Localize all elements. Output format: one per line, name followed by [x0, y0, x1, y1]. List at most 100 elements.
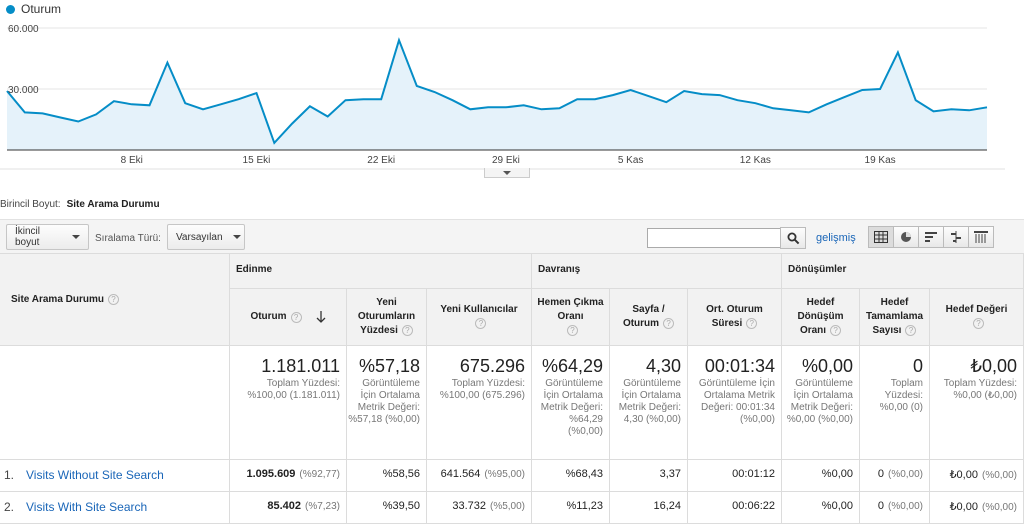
summary-cell: 675.296 Toplam Yüzdesi: %100,00 (675.296) — [427, 346, 532, 460]
help-icon[interactable]: ? — [905, 324, 917, 336]
series-area — [7, 40, 987, 151]
summary-subtext: Görüntüleme İçin Ortalama Metrik Değeri:… — [618, 378, 681, 425]
col-header-new-sessions-pct[interactable]: Yeni Oturumların Yüzdesi? — [347, 289, 427, 346]
cell-value: 00:01:12 — [732, 468, 775, 480]
table-cell: ₺0,00 (%0,00) — [930, 492, 1024, 524]
primary-dimension-value[interactable]: Site Arama Durumu — [66, 199, 160, 210]
table-row: 2. Visits With Site Search — [0, 492, 230, 524]
help-icon[interactable]: ? — [401, 324, 413, 336]
table-cell: 33.732 (%5,00) — [427, 492, 532, 524]
cell-value: 00:06:22 — [732, 500, 775, 512]
col-header-sessions[interactable]: Oturum? — [230, 289, 347, 346]
view-table-button[interactable] — [868, 226, 894, 248]
help-icon[interactable]: ? — [475, 317, 487, 329]
sort-type-dropdown[interactable]: Varsayılan — [167, 224, 245, 250]
help-icon[interactable]: ? — [973, 317, 984, 329]
advanced-filter-link[interactable]: gelişmiş — [816, 232, 856, 244]
help-icon[interactable]: ? — [830, 324, 842, 336]
summary-subtext: Toplam Yüzdesi: %100,00 (1.181.011) — [247, 378, 340, 401]
summary-dimension-cell — [0, 346, 230, 460]
help-icon[interactable]: ? — [290, 311, 302, 323]
table-cell: %68,43 — [532, 460, 610, 492]
comparison-icon — [951, 231, 961, 243]
row-dimension-link[interactable]: Visits Without Site Search — [26, 468, 164, 482]
summary-subtext: Toplam Yüzdesi: %100,00 (675.296) — [439, 378, 525, 401]
search-icon — [787, 232, 799, 244]
x-tick-label: 22 Eki — [367, 155, 395, 166]
summary-subtext: Toplam Yüzdesi: %0,00 (0) — [879, 378, 923, 413]
x-tick-label: 5 Kas — [618, 155, 644, 166]
chart-resize-handle[interactable] — [484, 168, 530, 178]
col-header-goal-conversion-rate[interactable]: Hedef Dönüşüm Oranı? — [782, 289, 860, 346]
legend-label: Oturum — [21, 2, 62, 16]
table-cell: 00:01:12 — [688, 460, 782, 492]
col-header-label: Sayfa / Oturum — [622, 304, 665, 329]
summary-cell: ₺0,00 Toplam Yüzdesi: %0,00 (₺0,00) — [930, 346, 1024, 460]
summary-value: ₺0,00 — [970, 356, 1018, 376]
help-icon[interactable]: ? — [746, 317, 758, 329]
summary-value: %0,00 — [801, 356, 853, 376]
table-cell: 16,24 — [610, 492, 688, 524]
help-icon[interactable]: ? — [567, 324, 578, 336]
cell-value: %0,00 — [821, 468, 853, 480]
col-header-label: Oturum — [250, 311, 287, 322]
summary-subtext: Görüntüleme İçin Ortalama Metrik Değeri:… — [786, 378, 853, 425]
row-dimension-link[interactable]: Visits With Site Search — [26, 500, 148, 514]
help-icon[interactable]: ? — [107, 294, 119, 305]
table-cell: 00:06:22 — [688, 492, 782, 524]
col-header-goal-completions[interactable]: Hedef Tamamlama Sayısı? — [860, 289, 930, 346]
col-header-label: Ort. Oturum Süresi — [706, 304, 763, 329]
cell-percentage: (%0,00) — [887, 501, 923, 512]
row-index: 2. — [4, 500, 15, 514]
cell-value: 1.095.609 — [246, 468, 296, 480]
summary-value: 4,30 — [645, 356, 681, 376]
table-cell: ₺0,00 (%0,00) — [930, 460, 1024, 492]
legend-dot-icon — [6, 4, 15, 14]
summary-subtext: Görüntüleme İçin Ortalama Metrik Değeri:… — [348, 378, 420, 425]
view-comparison-button[interactable] — [943, 226, 969, 248]
cell-value: 641.564 — [440, 468, 481, 480]
sort-arrow-down-icon — [316, 311, 326, 323]
col-header-label: Hemen Çıkma Oranı — [537, 297, 604, 322]
cell-value: %68,43 — [565, 468, 603, 480]
table-search-input[interactable] — [647, 228, 781, 248]
x-tick-label: 12 Kas — [740, 155, 771, 166]
dimension-header[interactable]: Site Arama Durumu? — [0, 253, 230, 346]
cell-percentage: (%5,00) — [489, 501, 525, 512]
table-cell: 3,37 — [610, 460, 688, 492]
summary-cell: %0,00 Görüntüleme İçin Ortalama Metrik De… — [782, 346, 860, 460]
summary-value: 675.296 — [459, 356, 525, 376]
y-tick-label: 60.000 — [8, 24, 39, 35]
view-pie-button[interactable] — [893, 226, 919, 248]
help-icon[interactable]: ? — [663, 317, 675, 329]
session-chart[interactable]: 60.000 30.000 8 Eki 15 Eki 22 Eki 29 Eki 5 Kas… — [0, 0, 1024, 180]
primary-dimension-label: Birincil Boyut: — [0, 199, 61, 210]
sort-type-value: Varsayılan — [176, 231, 223, 243]
col-header-goal-value[interactable]: Hedef Değeri? — [930, 289, 1024, 346]
grid-table-icon — [874, 231, 888, 243]
col-header-new-users[interactable]: Yeni Kullanıcılar? — [427, 289, 532, 346]
group-header-behavior: Davranış — [532, 253, 782, 289]
table-cell: %39,50 — [347, 492, 427, 524]
col-header-label: Hedef Tamamlama Sayısı — [865, 297, 924, 336]
primary-dimension: Birincil Boyut: Site Arama Durumu — [0, 199, 160, 210]
col-header-bounce-rate[interactable]: Hemen Çıkma Oranı? — [532, 289, 610, 346]
col-header-avg-session-duration[interactable]: Ort. Oturum Süresi? — [688, 289, 782, 346]
x-tick-label: 29 Eki — [492, 155, 520, 166]
table-toolbar: İkincil boyut Sıralama Türü: Varsayılan … — [0, 219, 1024, 253]
summary-value: 00:01:34 — [704, 356, 775, 376]
secondary-dimension-label: İkincil boyut — [15, 226, 41, 248]
view-performance-button[interactable] — [918, 226, 944, 248]
col-header-pages-per-session[interactable]: Sayfa / Oturum? — [610, 289, 688, 346]
view-pivot-button[interactable] — [968, 226, 994, 248]
table-cell: %0,00 — [782, 460, 860, 492]
summary-cell: %57,18 Görüntüleme İçin Ortalama Metrik D… — [347, 346, 427, 460]
cell-percentage: (%0,00) — [981, 502, 1017, 513]
view-switcher — [868, 226, 994, 248]
table-cell: %11,23 — [532, 492, 610, 524]
pivot-table-icon — [974, 231, 988, 243]
summary-cell: 4,30 Görüntüleme İçin Ortalama Metrik Değ… — [610, 346, 688, 460]
secondary-dimension-dropdown[interactable]: İkincil boyut — [6, 224, 89, 250]
search-button[interactable] — [780, 227, 806, 249]
summary-subtext: Görüntüleme İçin Ortalama Metrik Değeri:… — [698, 378, 775, 425]
